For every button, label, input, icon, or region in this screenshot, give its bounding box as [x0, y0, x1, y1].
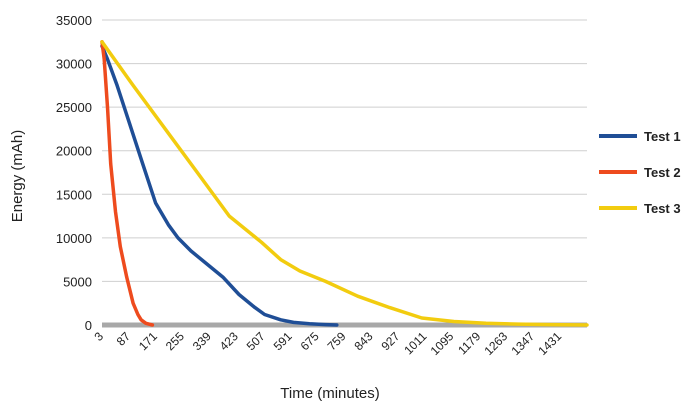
x-tick-label-12: 1011	[401, 329, 429, 357]
legend-label-1: Test 1	[644, 129, 681, 144]
x-axis-title: Time (minutes)	[280, 385, 379, 402]
x-tick-label-15: 1263	[482, 329, 511, 358]
x-tick-label-5: 423	[217, 329, 241, 353]
legend: Test 1 Test 2 Test 3	[599, 129, 681, 216]
x-tick-label-8: 675	[298, 329, 322, 353]
x-axis-ticks: 3 87 171 255 339 423 507 591 675 759 843 9271011109…	[91, 329, 564, 358]
y-tick-label-7: 35000	[56, 13, 92, 28]
series-line-1	[100, 44, 339, 327]
x-tick-label-7: 591	[271, 329, 295, 353]
y-tick-label-4: 20000	[56, 144, 92, 159]
y-axis-title: Energy (mAh)	[9, 130, 26, 223]
x-tick-label-6: 507	[244, 329, 268, 353]
y-tick-label-6: 30000	[56, 57, 92, 72]
y-tick-label-3: 15000	[56, 187, 92, 202]
x-tick-label-3: 255	[163, 329, 187, 353]
series-line-3	[100, 40, 589, 327]
x-tick-label-1: 87	[114, 329, 134, 349]
x-tick-label-14: 1179	[455, 329, 483, 357]
x-tick-label-13: 1095	[428, 329, 457, 358]
x-tick-label-9: 759	[325, 329, 349, 353]
x-tick-label-11: 927	[378, 329, 402, 353]
x-tick-label-4: 339	[190, 329, 214, 353]
y-tick-label-2: 10000	[56, 231, 92, 246]
y-tick-label-0: 0	[85, 318, 92, 333]
x-tick-label-17: 1431	[535, 329, 564, 358]
y-tick-label-1: 5000	[63, 274, 92, 289]
x-tick-label-16: 1347	[508, 329, 537, 358]
grid	[102, 19, 587, 282]
series-lines	[100, 40, 589, 327]
series-line-2	[100, 40, 155, 327]
y-tick-label-5: 25000	[56, 100, 92, 115]
legend-label-3: Test 3	[644, 201, 681, 216]
legend-label-2: Test 2	[644, 165, 681, 180]
x-tick-label-2: 171	[136, 329, 160, 353]
x-tick-label-0: 3	[91, 329, 106, 344]
y-axis-ticks: 0 5000 10000 15000 20000 25000 30000 35000	[56, 13, 92, 333]
x-tick-label-10: 843	[352, 329, 376, 353]
